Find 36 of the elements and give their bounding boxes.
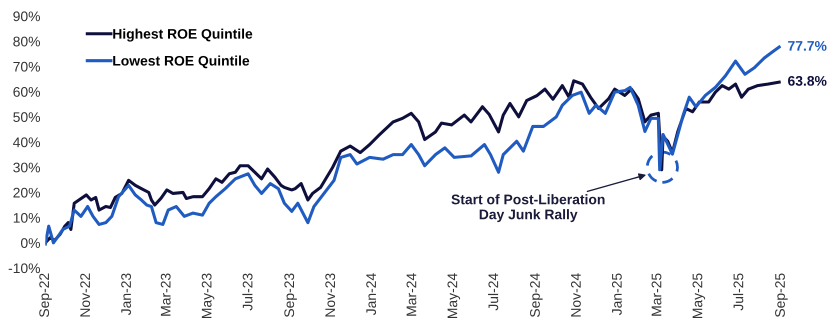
x-tick-label: Nov-23 [325,273,336,316]
x-tick-label: Jan-24 [366,273,376,316]
x-tick-label: Jan-25 [612,273,622,316]
x-tick-label: Sep-23 [284,273,297,318]
y-tick-label: 60% [13,86,40,97]
x-tick-label: Jul-23 [242,273,253,310]
y-tick-label: 50% [13,112,40,122]
y-tick-label: 30% [13,162,40,172]
line-series [45,46,781,246]
y-tick-label: 80% [13,36,40,46]
x-tick-label: Sep-24 [530,273,543,318]
x-tick-label: Jan-23 [121,273,131,316]
x-tick-label: May-25 [692,273,706,318]
y-tick-label: 90% [13,11,40,22]
x-tick-label: Jul-25 [733,273,744,310]
legend-label: Lowest ROE Quintile [113,55,250,68]
legend-label: Highest ROE Quintile [113,28,252,42]
y-tick-label: 10% [14,212,40,223]
y-tick-label: 0% [20,238,40,248]
y-tick-label: -10% [8,263,40,274]
x-tick-label: Nov-22 [80,274,90,316]
x-tick-label: Jul-24 [488,273,498,310]
x-tick-label: Mar-24 [406,273,416,316]
y-tick-label: 20% [13,188,40,198]
annotation: Start of Post-Liberation Day Junk Rally [451,194,604,222]
x-tick-label: Mar-23 [160,273,171,316]
x-tick-label: Sep-22 [39,274,52,318]
annotation: 63.8% [788,76,827,86]
x-tick-label: May-23 [202,273,214,318]
x-tick-label: May-24 [447,273,460,318]
x-tick-label: Mar-25 [652,273,662,316]
y-tick-label: 70% [13,62,40,72]
x-tick-label: Nov-24 [570,273,581,316]
x-tick-label: Sep-25 [775,273,788,318]
annotation: 77.7% [788,40,827,51]
y-tick-label: 40% [13,137,40,148]
